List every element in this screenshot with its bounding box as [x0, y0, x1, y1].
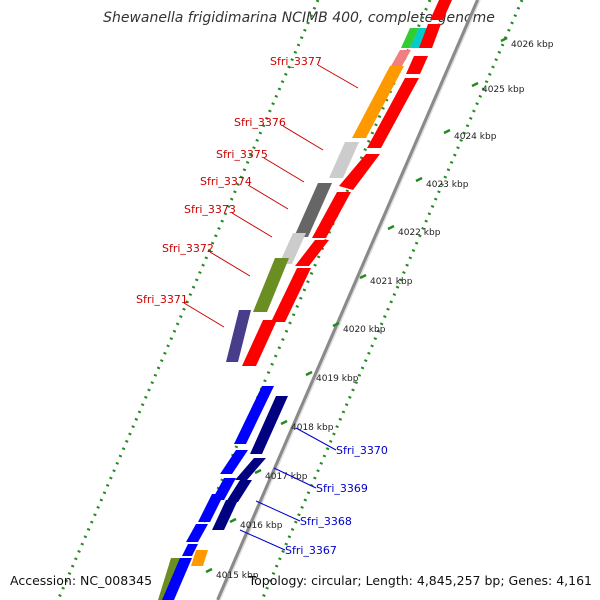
- scale-tick-label: 4021 kbp: [370, 277, 413, 287]
- cog-blocks: [158, 28, 430, 600]
- scale-tick: [500, 36, 508, 43]
- forward-orf: [182, 544, 198, 556]
- forward-orf: [212, 500, 238, 530]
- scale-tick-label: 4018 kbp: [291, 423, 334, 433]
- topology-text: Topology: circular; Length: 4,845,257 bp…: [248, 573, 592, 588]
- gene-labels: Sfri_3377 Sfri_3376 Sfri_3375 Sfri_3374 Sfri…: [136, 55, 388, 557]
- reverse-orf: [295, 240, 329, 266]
- scale-tick-label: 4022 kbp: [398, 228, 441, 238]
- map-title: Shewanella frigidimarina NCIMB 400, comp…: [103, 10, 495, 26]
- forward-orf: [234, 386, 274, 444]
- gene-label: Sfri_3370: [336, 444, 388, 457]
- gene-label: Sfri_3376: [234, 116, 286, 129]
- scale-tick-label: 4026 kbp: [511, 40, 554, 50]
- forward-orf: [198, 494, 224, 522]
- scale-tick: [359, 273, 367, 280]
- reverse-orf: [430, 0, 452, 20]
- scale-tick: [305, 370, 313, 377]
- gene-leader-line: [255, 500, 301, 522]
- gene-label: Sfri_3369: [316, 482, 368, 495]
- forward-orf: [226, 480, 252, 502]
- cog-block-purple: [226, 310, 251, 362]
- reverse-orfs: [242, 0, 452, 366]
- accession-text: Accession: NC_008345: [10, 573, 153, 588]
- gene-label: Sfri_3374: [200, 175, 252, 188]
- gene-leader-line: [282, 125, 324, 151]
- backbone: [216, 0, 480, 600]
- gene-leader-line: [183, 302, 225, 328]
- gene-leader-line: [273, 467, 317, 489]
- gene-leader-line: [209, 251, 251, 277]
- scale-tick-label: 4019 kbp: [316, 374, 359, 384]
- scale-tick: [205, 567, 213, 574]
- scale-tick-label: 4015 kbp: [216, 571, 259, 581]
- reverse-orf: [367, 78, 419, 148]
- scale-tick: [387, 224, 395, 231]
- forward-orfs: [162, 386, 288, 600]
- gene-label: Sfri_3372: [162, 242, 214, 255]
- forward-orf: [250, 396, 288, 454]
- scale-tick: [280, 419, 288, 426]
- gene-label: Sfri_3368: [300, 515, 352, 528]
- forward-orf: [162, 558, 192, 600]
- scale-tick-label: 4025 kbp: [482, 85, 525, 95]
- scale-tick: [254, 468, 262, 475]
- gene-leader-line: [231, 212, 273, 238]
- cog-block-darkgray: [294, 183, 332, 237]
- forward-orf: [186, 524, 208, 542]
- scale-tick-label: 4024 kbp: [454, 132, 497, 142]
- reverse-orf: [271, 268, 311, 322]
- scale-ticks: 4026 kbp 4025 kbp 4024 kbp 4023 kbp 4022 kbp…: [205, 36, 554, 581]
- cog-block-green: [401, 28, 419, 48]
- cog-block-orange: [352, 66, 404, 138]
- cog-track-dotted-inner: [168, 0, 432, 600]
- reverse-orf: [406, 56, 428, 74]
- scale-tick-label: 4017 kbp: [265, 472, 308, 482]
- gene-leader-line: [247, 184, 289, 210]
- scale-tick-label: 4016 kbp: [240, 521, 283, 531]
- scale-track-outer: [260, 0, 524, 600]
- gene-label: Sfri_3373: [184, 203, 236, 216]
- cog-block-orange-low: [191, 550, 208, 566]
- cog-block-lightgray-2: [279, 233, 306, 264]
- reverse-orf: [242, 320, 277, 366]
- cog-block-lightgray-1: [329, 142, 359, 178]
- scale-tick-label: 4020 kbp: [343, 325, 386, 335]
- scale-tick: [332, 321, 340, 328]
- scale-tick-label: 4023 kbp: [426, 180, 469, 190]
- cog-track-dotted: [56, 0, 320, 600]
- backbone-highlight: [219, 0, 481, 600]
- cog-block-salmon: [391, 50, 411, 66]
- gene-leader-line: [317, 64, 359, 89]
- forward-orf: [220, 450, 248, 474]
- gene-label: Sfri_3367: [285, 544, 337, 557]
- cog-block-olive: [253, 258, 289, 312]
- cog-block-olive-low: [158, 558, 181, 600]
- scale-tick: [443, 128, 451, 135]
- gene-label: Sfri_3375: [216, 148, 268, 161]
- reverse-orf: [419, 24, 441, 48]
- scale-tick: [415, 176, 423, 183]
- scale-tick: [471, 81, 479, 88]
- gene-label: Sfri_3371: [136, 293, 188, 306]
- scale-tick: [229, 517, 237, 524]
- forward-orf: [235, 458, 266, 480]
- reverse-orf: [339, 154, 380, 190]
- gene-leader-line: [239, 529, 286, 551]
- gene-label: Sfri_3377: [270, 55, 322, 68]
- gene-leader-line: [263, 157, 305, 183]
- reverse-orf: [312, 192, 351, 238]
- gene-leader-line: [295, 427, 337, 451]
